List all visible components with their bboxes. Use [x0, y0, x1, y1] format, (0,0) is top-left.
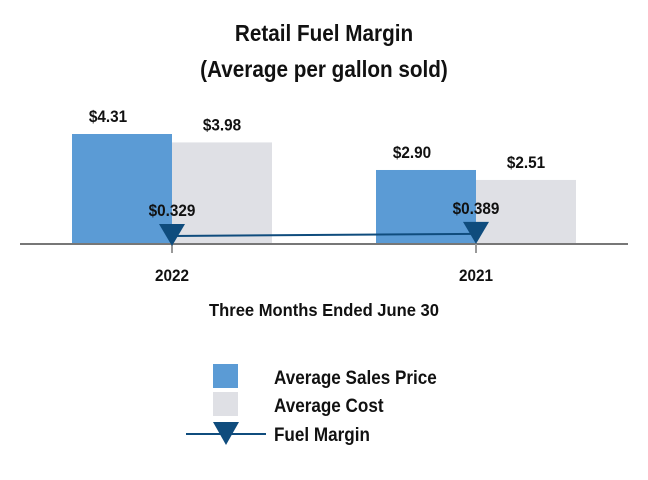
x-tick-label: 2021: [459, 266, 493, 285]
chart-subtitle: (Average per gallon sold): [200, 56, 448, 82]
data-label: $2.90: [393, 143, 431, 162]
fuel-margin-label: $0.329: [149, 201, 196, 220]
bar-average-cost-2021: [476, 179, 576, 244]
fuel-margin-marker: [159, 224, 185, 246]
data-label: $2.51: [507, 153, 545, 172]
legend-label: Fuel Margin: [274, 424, 370, 445]
data-label: $3.98: [203, 116, 241, 135]
fuel-margin-marker: [463, 221, 489, 244]
x-tick-label: 2022: [155, 266, 189, 285]
chart-title: Retail Fuel Margin: [235, 20, 413, 46]
legend-marker: [213, 422, 239, 445]
legend-label: Average Cost: [274, 395, 384, 416]
legend-swatch: [213, 392, 238, 416]
data-label: $4.31: [89, 107, 127, 126]
bar-average-sales-price-2021: [376, 169, 476, 244]
fuel-margin-line: [171, 232, 477, 237]
bar-average-cost-2022: [172, 142, 272, 244]
fuel-margin-label: $0.389: [453, 199, 500, 218]
x-axis-label: Three Months Ended June 30: [209, 299, 439, 320]
legend-label: Average Sales Price: [274, 367, 437, 388]
legend-swatch: [213, 364, 238, 388]
bar-average-sales-price-2022: [72, 134, 172, 244]
